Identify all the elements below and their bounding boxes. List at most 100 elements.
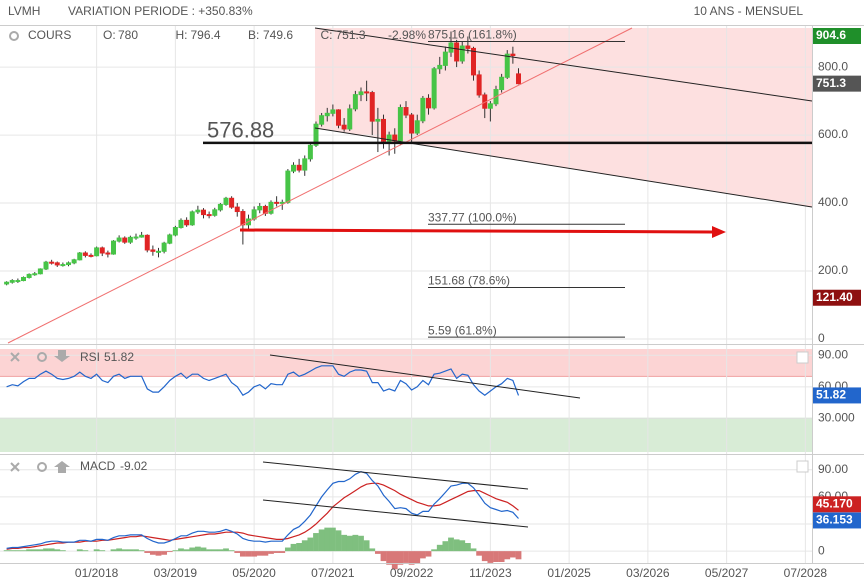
candle-body (60, 264, 66, 267)
candle-body (144, 234, 150, 251)
histogram-bar (504, 551, 511, 560)
channel-upper (314, 27, 813, 102)
histogram-bar (194, 546, 201, 552)
candle-body (66, 262, 71, 266)
histogram-bar (335, 530, 342, 552)
x-tick-label: 07/2028 (784, 566, 828, 580)
y-tick-label: 90.00 (818, 347, 848, 361)
move-down-icon[interactable] (54, 350, 70, 362)
candle-body (358, 91, 364, 96)
candle-body (414, 120, 420, 134)
histogram-bar (442, 541, 449, 552)
rsi-trend-line (269, 354, 581, 399)
histogram-bar (121, 549, 128, 552)
x-tick-label: 09/2022 (390, 566, 434, 580)
candle-body (499, 76, 505, 91)
arrow-head (712, 226, 726, 238)
close-icon[interactable] (10, 462, 20, 472)
value-box-label: 45.170 (816, 496, 853, 510)
move-up-icon[interactable] (54, 461, 70, 473)
histogram-bar (279, 551, 286, 553)
histogram-bar (26, 549, 33, 552)
overbought-zone (0, 349, 812, 377)
axis-layer: LVMH VARIATION PERIODE : +350.83% 10 ANS… (8, 4, 861, 580)
candle-body (26, 273, 32, 278)
y-tick-label: 400.0 (818, 195, 848, 209)
candle-body (82, 252, 88, 256)
candle-body (341, 124, 347, 130)
ohlc-label: B: (248, 28, 259, 42)
histogram-bar (391, 551, 398, 570)
projection-arrow (239, 228, 713, 234)
candle-body (37, 268, 43, 275)
settings-icon[interactable] (37, 462, 47, 472)
candle-body (465, 45, 471, 49)
histogram-bar (20, 550, 27, 552)
marks-layer (3, 31, 522, 570)
symbol: LVMH (8, 4, 40, 18)
x-tick-label: 01/2025 (547, 566, 591, 580)
histogram-bar (431, 549, 438, 552)
histogram-bar (172, 550, 179, 552)
histogram-bar (43, 548, 49, 552)
y-tick-label: 800.0 (818, 59, 848, 73)
candle-body (234, 206, 240, 213)
candle-body (223, 197, 229, 205)
candle-body (43, 261, 49, 270)
checkbox[interactable] (796, 460, 809, 473)
value-box (813, 289, 861, 306)
candle-body (375, 118, 381, 122)
candle-body (99, 247, 105, 254)
y-tick-label: 0 (818, 331, 825, 345)
candle-body (195, 209, 201, 213)
candle-body (285, 170, 291, 203)
x-tick-label: 05/2027 (705, 566, 749, 580)
candle-body (471, 47, 476, 76)
candle-body (77, 252, 83, 261)
y-tick-label: 200.0 (818, 263, 848, 277)
candle-body (403, 107, 409, 116)
histogram-bar (493, 551, 499, 562)
histogram-bar (9, 550, 16, 552)
settings-icon[interactable] (9, 31, 19, 41)
value-box-label: 51.82 (816, 388, 846, 402)
frame (0, 25, 864, 564)
histogram-bar (509, 551, 516, 558)
histogram-bar (324, 527, 331, 552)
histogram-bar (380, 551, 387, 562)
checkbox[interactable] (796, 351, 809, 364)
candle-body (364, 91, 370, 94)
candle-body (426, 97, 431, 109)
histogram-bar (245, 551, 252, 557)
value-box-label: 751.3 (816, 76, 846, 90)
candle-body (21, 276, 26, 282)
candle-body (49, 261, 55, 264)
ohlc-value: 749.6 (263, 28, 293, 42)
histogram-bar (206, 549, 213, 552)
histogram-bar (374, 551, 381, 554)
histogram-bar (408, 551, 415, 565)
candle-body (189, 211, 195, 226)
candle-body (156, 250, 161, 253)
candle-body (150, 249, 156, 252)
histogram-bar (498, 551, 505, 562)
close-icon[interactable] (10, 352, 20, 362)
histogram-bar (149, 551, 156, 555)
candle-body (296, 164, 302, 171)
candle-body (324, 112, 330, 117)
histogram-bar (256, 551, 263, 556)
candle-body (105, 252, 111, 255)
candle-body (94, 247, 100, 257)
histogram-bar (211, 549, 218, 552)
histogram-bar (329, 527, 336, 552)
candle-body (268, 201, 274, 214)
histogram-bar (313, 533, 319, 552)
candle-body (409, 114, 415, 134)
candle-body (319, 115, 325, 125)
panel-name: COURS (28, 28, 71, 42)
candle-body (476, 74, 482, 96)
histogram-bar (3, 550, 10, 552)
candle-body (274, 201, 280, 204)
candle-body (442, 51, 448, 66)
settings-icon[interactable] (37, 352, 47, 362)
